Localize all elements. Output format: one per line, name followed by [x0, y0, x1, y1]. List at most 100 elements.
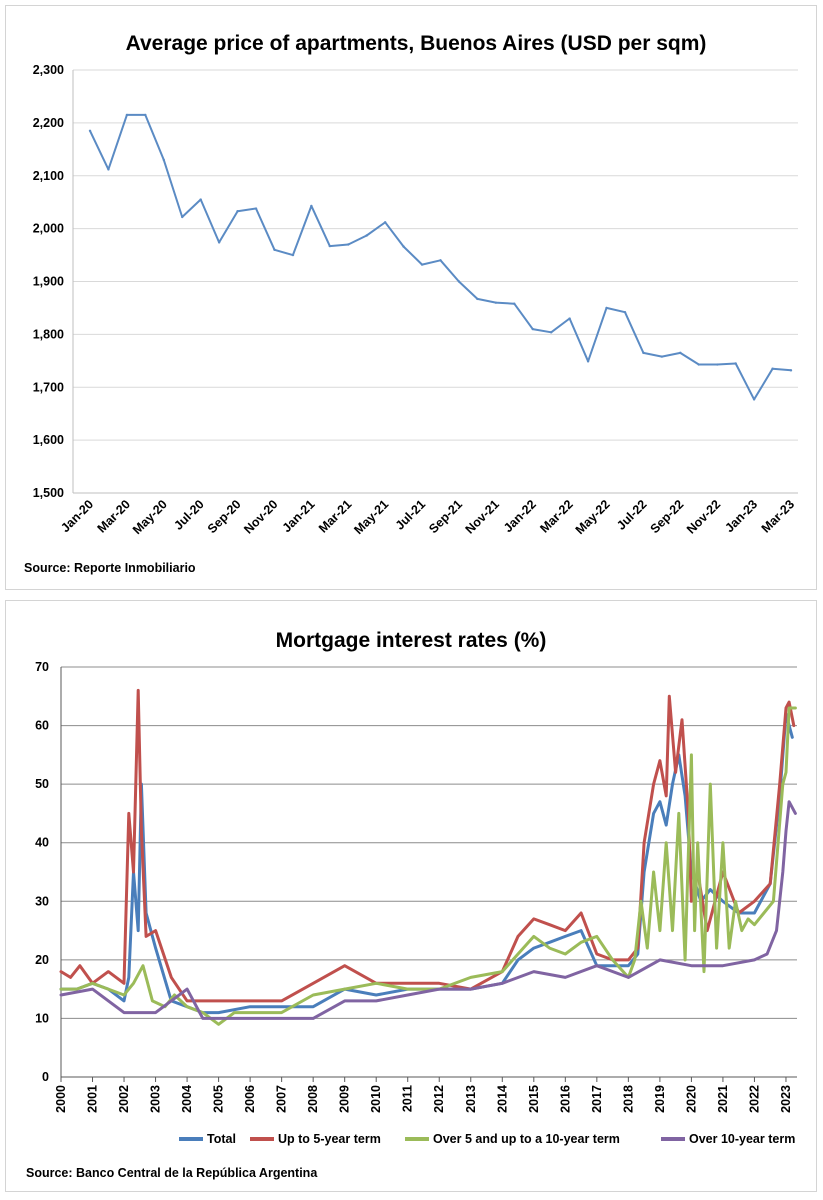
price-data-point [660, 355, 664, 358]
price-data-point [347, 243, 350, 246]
price-data-point [513, 302, 516, 305]
price-data-point [107, 168, 110, 171]
price-x-tick-label: Jul-21 [393, 497, 428, 532]
mortgage-chart: Mortgage interest rates (%) 0 10 20 30 40 50 6… [26, 629, 797, 1180]
mortgage-x-tick-label: 2011 [401, 1085, 415, 1112]
mortgage-x-tick-label: 2015 [527, 1085, 541, 1113]
mortgage-y-tick-label: 0 [42, 1070, 49, 1084]
price-x-tick-label: May-22 [573, 497, 613, 537]
mortgage-series-line [59, 706, 797, 1026]
mortgage-x-tick-label: 2001 [86, 1085, 100, 1113]
legend-label: Over 10-year term [689, 1132, 795, 1146]
price-chart: Average price of apartments, Buenos Aire… [24, 32, 798, 575]
price-x-tick-label: Jan-20 [58, 497, 96, 535]
price-x-tick-label: Jul-22 [614, 497, 649, 532]
price-x-tick-label: Mar-23 [759, 497, 797, 535]
price-data-point [310, 204, 313, 208]
mortgage-x-tick-label: 2010 [369, 1085, 383, 1113]
mortgage-x-tick-label: 2013 [464, 1085, 478, 1113]
mortgage-x-tick-label: 2003 [149, 1085, 163, 1113]
price-x-tick-label: Sep-21 [426, 497, 465, 536]
mortgage-y-tick-label: 40 [35, 836, 49, 850]
mortgage-chart-title: Mortgage interest rates (%) [276, 629, 547, 652]
price-x-tick-label: Mar-21 [316, 497, 354, 535]
mortgage-x-tick-label: 2023 [779, 1085, 793, 1113]
mortgage-x-tick-label: 2005 [212, 1085, 226, 1113]
price-x-tick-label: Nov-20 [241, 497, 280, 536]
price-data-point [789, 369, 793, 372]
price-data-point [586, 360, 590, 363]
price-data-point [716, 363, 719, 366]
price-data-point [605, 306, 608, 310]
price-chart-title: Average price of apartments, Buenos Aire… [126, 32, 707, 55]
price-data-point [494, 301, 498, 304]
price-data-point [125, 113, 129, 117]
price-x-tick-label: May-21 [351, 497, 391, 537]
price-data-point [162, 158, 165, 162]
price-data-point [771, 367, 774, 370]
mortgage-x-tick-label: 2017 [590, 1085, 604, 1113]
price-y-tick-label: 2,200 [33, 116, 64, 130]
price-y-tick-label: 1,600 [33, 433, 64, 447]
price-data-point [181, 215, 184, 219]
mortgage-y-tick-label: 30 [35, 894, 49, 908]
price-x-tick-label: Nov-22 [684, 497, 723, 536]
price-data-point [549, 331, 553, 334]
legend-label: Up to 5-year term [278, 1132, 381, 1146]
price-data-point [88, 129, 92, 133]
mortgage-x-tick-label: 2004 [180, 1085, 194, 1113]
price-data-point [199, 198, 202, 201]
price-y-tick-label: 1,800 [33, 327, 64, 341]
mortgage-x-tick-label: 2021 [716, 1085, 730, 1113]
price-y-tick-label: 1,700 [33, 380, 64, 394]
price-chart-source: Source: Reporte Inmobiliario [24, 561, 196, 575]
price-x-tick-label: Mar-20 [95, 497, 133, 535]
mortgage-chart-source: Source: Banco Central de la República Ar… [26, 1166, 318, 1180]
price-data-point [383, 221, 387, 224]
mortgage-x-tick-label: 2000 [54, 1085, 68, 1113]
price-y-tick-label: 1,500 [33, 486, 64, 500]
price-data-point [697, 363, 700, 366]
price-data-point [679, 351, 682, 355]
price-data-point [291, 253, 295, 257]
mortgage-x-tick-label: 2012 [432, 1085, 446, 1113]
price-x-tick-label: May-20 [130, 497, 170, 537]
mortgage-x-tick-label: 2009 [338, 1085, 352, 1113]
price-x-tick-label: Jan-22 [501, 497, 539, 535]
price-data-point [752, 398, 756, 401]
price-y-tick-label: 1,900 [33, 275, 64, 289]
mortgage-series-line [59, 800, 797, 1020]
price-data-point [734, 362, 737, 365]
mortgage-y-tick-label: 10 [35, 1011, 49, 1025]
price-y-tick-label: 2,000 [33, 222, 64, 236]
price-data-point [439, 259, 442, 262]
price-x-tick-label: Sep-22 [648, 497, 687, 536]
mortgage-y-tick-label: 20 [35, 953, 49, 967]
price-data-point [273, 248, 276, 251]
price-data-point [217, 241, 221, 244]
price-data-point [642, 351, 645, 355]
mortgage-x-tick-label: 2007 [275, 1085, 289, 1113]
mortgage-x-tick-label: 2019 [653, 1085, 667, 1113]
price-data-point [531, 327, 534, 331]
mortgage-x-tick-label: 2018 [621, 1085, 635, 1113]
price-data-point [420, 263, 424, 266]
mortgage-x-tick-label: 2014 [495, 1085, 509, 1113]
legend-label: Total [207, 1132, 236, 1146]
mortgage-y-tick-label: 50 [35, 777, 49, 791]
mortgage-x-tick-label: 2022 [747, 1085, 761, 1113]
price-series-line [89, 113, 792, 401]
mortgage-x-tick-label: 2006 [243, 1085, 257, 1113]
price-data-point [457, 280, 461, 283]
price-data-point [476, 297, 479, 301]
price-data-point [623, 310, 627, 314]
mortgage-x-tick-label: 2008 [306, 1085, 320, 1113]
price-data-point [328, 244, 332, 248]
price-x-tick-label: Sep-20 [205, 497, 244, 536]
price-chart-panel: Average price of apartments, Buenos Aire… [5, 5, 817, 590]
price-data-point [568, 317, 571, 320]
price-x-tick-label: Nov-21 [463, 497, 502, 536]
price-data-point [236, 209, 239, 213]
mortgage-x-tick-label: 2020 [684, 1085, 698, 1113]
price-data-point [365, 234, 368, 237]
